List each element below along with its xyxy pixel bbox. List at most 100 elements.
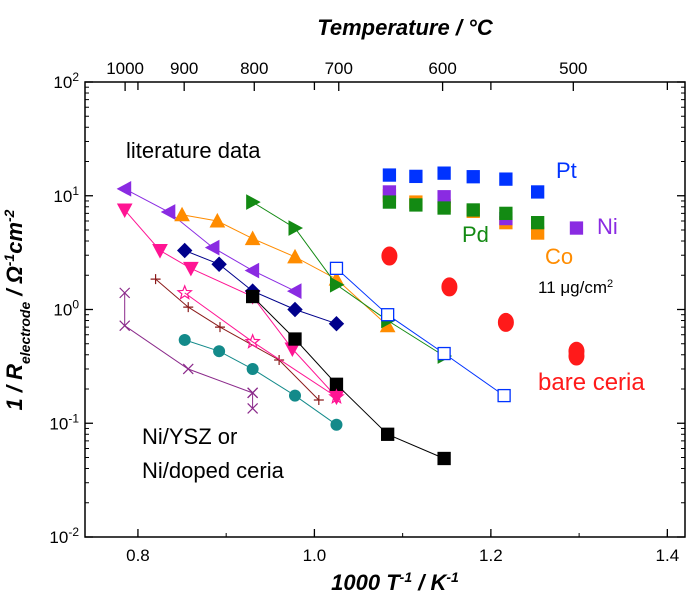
data-point-triangle-down xyxy=(328,390,345,406)
y-axis-ticks: 10-2 10-1 100 101 102 xyxy=(49,70,685,547)
data-point-x xyxy=(182,363,194,375)
data-point-triangle-up xyxy=(287,248,303,264)
data-point-triangle-down xyxy=(152,244,168,259)
data-point-square xyxy=(288,332,302,346)
label-ni: Ni xyxy=(597,214,618,239)
data-point-triangle-up xyxy=(209,212,226,228)
data-point-square xyxy=(437,166,451,180)
data-point-triangle-up xyxy=(244,230,261,246)
data-point-square xyxy=(499,172,513,186)
series-group xyxy=(247,387,259,414)
annotation-literature: literature data xyxy=(126,138,261,163)
data-point-triangle-down xyxy=(116,203,133,219)
data-point-plus xyxy=(215,322,225,333)
data-point-square xyxy=(437,346,451,361)
data-point-square xyxy=(409,198,423,212)
top-tick-label: 900 xyxy=(170,59,198,78)
series-group xyxy=(246,194,453,364)
series-line xyxy=(184,292,337,398)
data-point-square xyxy=(569,221,584,235)
data-point-star xyxy=(176,284,193,300)
data-point-triangle-right xyxy=(329,276,345,293)
series-group xyxy=(174,206,396,333)
data-point-x xyxy=(247,403,259,414)
x-axis-title: 1000 T-1 / K-1 xyxy=(331,569,459,595)
series-group xyxy=(245,289,451,466)
series-line xyxy=(184,250,337,325)
top-axis-title: Temperature / °C xyxy=(317,15,494,40)
data-point-triangle-down xyxy=(183,261,199,277)
top-axis-ticks: 1000 900 800 700 600 500 xyxy=(106,59,587,91)
data-point-circle xyxy=(246,362,259,375)
top-tick-label: 700 xyxy=(325,59,353,78)
y-tick-label: 100 xyxy=(53,298,79,320)
label-pd: Pd xyxy=(462,222,489,247)
data-point-diamond xyxy=(176,242,193,259)
data-point-triangle-right xyxy=(246,194,261,210)
x-tick-label: 1.4 xyxy=(656,546,680,565)
top-tick-label: 800 xyxy=(240,59,268,78)
series-line xyxy=(252,296,445,459)
data-point-square xyxy=(466,170,480,184)
data-point-square xyxy=(380,427,395,441)
x-axis-ticks: 0.8 1.0 1.2 1.4 xyxy=(126,82,679,565)
x-tick-label: 1.0 xyxy=(303,546,327,565)
data-point-plus xyxy=(150,274,161,285)
top-tick-label: 500 xyxy=(559,59,587,78)
data-point-square xyxy=(497,388,511,403)
data-point-star xyxy=(328,388,345,405)
data-point-circle xyxy=(441,277,458,297)
series-line xyxy=(124,292,253,394)
x-tick-label: 1.2 xyxy=(479,546,503,565)
data-point-triangle-left xyxy=(244,262,260,279)
data-point-x xyxy=(119,320,131,332)
data-point-square xyxy=(499,206,513,221)
annotation-ni-ysz-line1: Ni/YSZ or xyxy=(142,424,237,449)
y-tick-label: 102 xyxy=(53,70,79,92)
data-point-circle xyxy=(178,333,191,346)
data-point-triangle-left xyxy=(286,283,302,299)
data-point-x xyxy=(119,287,131,299)
data-point-square xyxy=(530,216,545,230)
top-tick-label: 600 xyxy=(428,59,456,78)
label-bare-ceria: bare ceria xyxy=(538,369,645,396)
data-series xyxy=(116,166,585,466)
data-point-circle xyxy=(213,345,226,358)
y-tick-label: 10-1 xyxy=(49,411,79,433)
series-group xyxy=(176,284,345,405)
data-point-square xyxy=(530,185,545,199)
series-line xyxy=(124,209,337,398)
series-group xyxy=(150,274,324,406)
data-point-square xyxy=(437,451,451,466)
top-tick-label: 1000 xyxy=(106,59,144,78)
data-point-diamond xyxy=(287,301,303,318)
label-pt: Pt xyxy=(556,158,577,183)
series-group xyxy=(116,203,345,406)
data-point-star xyxy=(244,333,261,349)
data-point-triangle-right xyxy=(288,220,304,236)
data-point-square xyxy=(466,203,480,217)
data-point-circle xyxy=(568,346,585,366)
data-point-circle xyxy=(330,418,343,431)
data-point-square xyxy=(382,195,397,209)
y-axis-title: 1 / Relectrode / Ω-1cm-2 xyxy=(1,209,33,410)
y-tick-label: 10-2 xyxy=(49,525,79,547)
data-point-plus xyxy=(313,395,324,406)
x-tick-label: 0.8 xyxy=(126,546,150,565)
series-line xyxy=(336,268,505,397)
data-point-triangle-up xyxy=(174,206,190,222)
data-point-plus xyxy=(274,354,285,365)
series-group xyxy=(329,261,511,403)
y-tick-label: 101 xyxy=(53,184,79,206)
series-group xyxy=(116,181,302,299)
series-group xyxy=(176,242,345,332)
label-co: Co xyxy=(545,244,573,269)
data-point-square xyxy=(380,308,395,322)
data-point-x xyxy=(247,387,259,399)
data-point-square xyxy=(329,261,344,276)
series-line xyxy=(182,214,388,327)
data-point-triangle-left xyxy=(160,204,176,220)
data-point-square xyxy=(382,168,397,182)
data-point-diamond xyxy=(328,316,345,332)
